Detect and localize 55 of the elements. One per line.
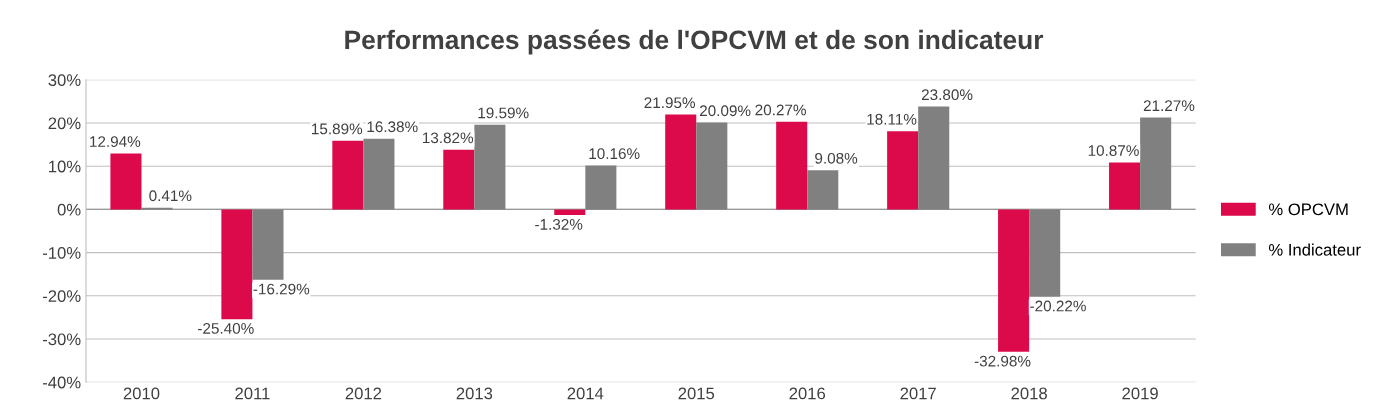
x-tick-label: 2014: [567, 387, 604, 400]
data-label: -25.40%: [198, 322, 254, 334]
y-tick-label: -20%: [42, 290, 81, 302]
x-tick-label: 2017: [900, 387, 936, 400]
data-label: -16.29%: [253, 283, 310, 295]
y-tick-label: -30%: [42, 333, 81, 346]
y-tick-label: 10%: [49, 160, 81, 173]
bar: [363, 138, 395, 210]
x-tick-label: 2018: [1011, 387, 1047, 400]
x-tick-label: 2016: [789, 387, 826, 400]
data-label: 10.87%: [1088, 145, 1139, 156]
bar: [665, 114, 697, 210]
data-label: 18.11%: [867, 113, 917, 125]
data-label: -32.98%: [974, 355, 1031, 367]
data-label: -20.22%: [1030, 300, 1086, 312]
bar: [1109, 162, 1141, 210]
legend-label: % Indicateur: [1268, 243, 1361, 256]
y-tick-label: 20%: [48, 117, 81, 130]
data-label: 21.27%: [1143, 100, 1195, 111]
bar: [807, 170, 839, 210]
x-tick-label: 2015: [678, 387, 715, 400]
x-tick-label: 2019: [1122, 387, 1158, 400]
bar: [887, 131, 919, 210]
x-tick-label: 2011: [235, 387, 270, 400]
data-label: -1.32%: [535, 218, 583, 230]
x-tick-label: 2012: [345, 387, 382, 400]
bar: [918, 106, 950, 210]
data-label: 10.16%: [589, 148, 640, 160]
y-tick-label: 30%: [48, 74, 81, 86]
bar: [696, 122, 728, 210]
data-label: 21.95%: [644, 97, 696, 109]
x-tick-label: 2013: [456, 387, 493, 400]
bar: [1029, 209, 1061, 297]
bar: [1140, 117, 1172, 210]
data-label: 12.94%: [90, 136, 141, 148]
data-label: 16.38%: [367, 121, 418, 133]
bar: [110, 153, 142, 210]
data-label: 23.80%: [921, 89, 973, 101]
data-label: 0.41%: [149, 190, 192, 202]
chart-title: Performances passées de l'OPCVM et de son indicateur: [345, 29, 1044, 55]
data-label: 20.27%: [755, 104, 806, 116]
legend-label: % OPCVM: [1268, 203, 1348, 216]
y-tick-label: -10%: [42, 247, 81, 259]
bar: [332, 140, 364, 210]
y-tick-label: -40%: [42, 376, 81, 389]
data-label: 15.89%: [312, 123, 363, 135]
y-tick-label: 0%: [57, 203, 81, 216]
data-label: 9.08%: [815, 152, 858, 164]
bar: [585, 165, 617, 210]
x-tick-label: 2010: [123, 387, 160, 400]
bar: [998, 209, 1030, 352]
data-label: 13.82%: [422, 132, 474, 144]
data-label: 20.09%: [699, 105, 751, 117]
bar: [443, 149, 475, 210]
data-label: 19.59%: [478, 107, 529, 119]
